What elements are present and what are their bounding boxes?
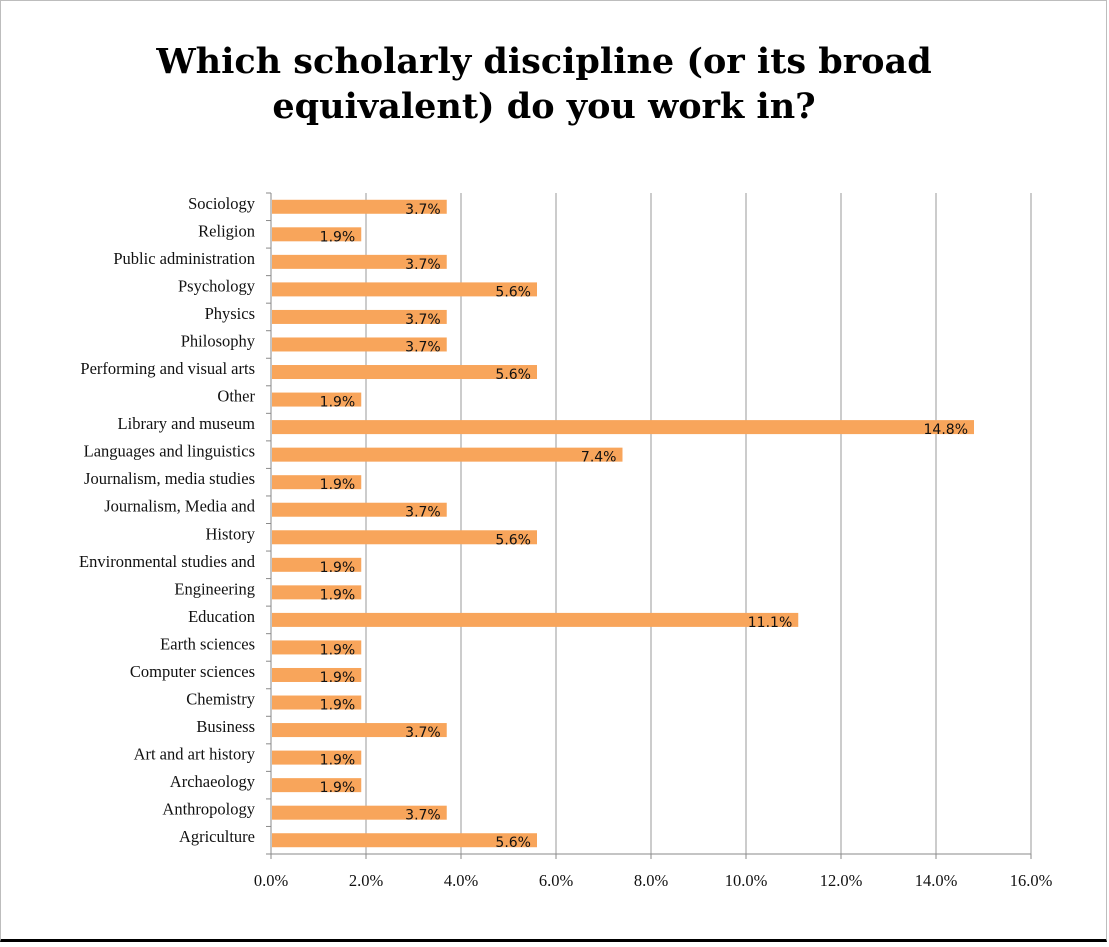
- data-label: 7.4%: [581, 450, 617, 466]
- data-label: 1.9%: [320, 395, 356, 411]
- x-tick-label: 14.0%: [915, 871, 958, 890]
- data-label: 3.7%: [405, 312, 441, 328]
- category-label: History: [206, 524, 256, 543]
- data-label: 1.9%: [320, 670, 356, 686]
- category-label: Journalism, media studies: [84, 469, 255, 488]
- x-tick-label: 16.0%: [1010, 871, 1053, 890]
- data-label: 1.9%: [320, 229, 356, 245]
- bar: [272, 337, 447, 352]
- data-label: 1.9%: [320, 560, 356, 576]
- category-label: Journalism, Media and: [104, 497, 256, 516]
- bar: [272, 723, 447, 738]
- bar: [272, 667, 362, 682]
- bar: [272, 612, 799, 627]
- category-label: Anthropology: [162, 800, 255, 819]
- bar: [272, 640, 362, 655]
- category-label: Psychology: [178, 276, 256, 295]
- category-label: Education: [188, 607, 255, 626]
- category-label: Computer sciences: [130, 662, 255, 681]
- data-label: 1.9%: [320, 642, 356, 658]
- category-label: Chemistry: [186, 690, 255, 709]
- data-label: 5.6%: [495, 835, 531, 851]
- data-label: 14.8%: [924, 422, 968, 438]
- bar: [272, 227, 362, 242]
- x-tick-label: 12.0%: [820, 871, 863, 890]
- bar: [272, 365, 537, 380]
- data-label: 3.7%: [405, 257, 441, 273]
- data-label: 1.9%: [320, 698, 356, 714]
- bar: [272, 695, 362, 710]
- data-label: 3.7%: [405, 202, 441, 218]
- data-label: 3.7%: [405, 505, 441, 521]
- category-label: Environmental studies and: [79, 552, 256, 571]
- category-label: Sociology: [188, 194, 256, 213]
- data-label: 3.7%: [405, 725, 441, 741]
- bar: [272, 392, 362, 407]
- data-label: 5.6%: [495, 367, 531, 383]
- bar: [272, 447, 623, 462]
- bar: [272, 502, 447, 517]
- bar: [272, 778, 362, 793]
- category-label: Languages and linguistics: [84, 442, 255, 461]
- x-tick-label: 0.0%: [254, 871, 289, 890]
- bar: [272, 805, 447, 820]
- x-tick-label: 8.0%: [634, 871, 669, 890]
- category-label: Art and art history: [134, 745, 256, 764]
- data-label: 1.9%: [320, 780, 356, 796]
- data-label: 5.6%: [495, 532, 531, 548]
- category-label: Public administration: [113, 249, 255, 268]
- category-label: Agriculture: [179, 827, 255, 846]
- category-label: Physics: [205, 304, 255, 323]
- bar: [272, 530, 537, 545]
- category-label: Engineering: [174, 579, 255, 598]
- data-label: 5.6%: [495, 284, 531, 300]
- x-tick-label: 10.0%: [725, 871, 768, 890]
- data-label: 1.9%: [320, 587, 356, 603]
- x-tick-label: 6.0%: [539, 871, 574, 890]
- x-tick-label: 2.0%: [349, 871, 384, 890]
- category-label: Business: [196, 717, 255, 736]
- data-label: 11.1%: [748, 615, 792, 631]
- data-label: 1.9%: [320, 477, 356, 493]
- bar: [272, 309, 447, 324]
- bar: [272, 833, 537, 848]
- category-label: Other: [217, 387, 255, 406]
- bar: [272, 199, 447, 214]
- category-label: Philosophy: [181, 331, 256, 350]
- chart-title-line-2: equivalent) do you work in?: [272, 86, 815, 127]
- category-label: Library and museum: [118, 414, 256, 433]
- data-label: 3.7%: [405, 339, 441, 355]
- bar: [272, 254, 447, 269]
- category-label: Earth sciences: [160, 634, 255, 653]
- category-label: Performing and visual arts: [80, 359, 255, 378]
- category-label: Archaeology: [170, 772, 256, 791]
- bar: [272, 557, 362, 572]
- data-label: 3.7%: [405, 808, 441, 824]
- data-label: 1.9%: [320, 753, 356, 769]
- bar: [272, 420, 974, 435]
- chart-title-line-1: Which scholarly discipline (or its broad: [155, 41, 931, 82]
- bar: [272, 475, 362, 490]
- category-label: Religion: [198, 221, 255, 240]
- bar: [272, 750, 362, 765]
- x-tick-label: 4.0%: [444, 871, 479, 890]
- bar: [272, 585, 362, 600]
- bar: [272, 282, 537, 297]
